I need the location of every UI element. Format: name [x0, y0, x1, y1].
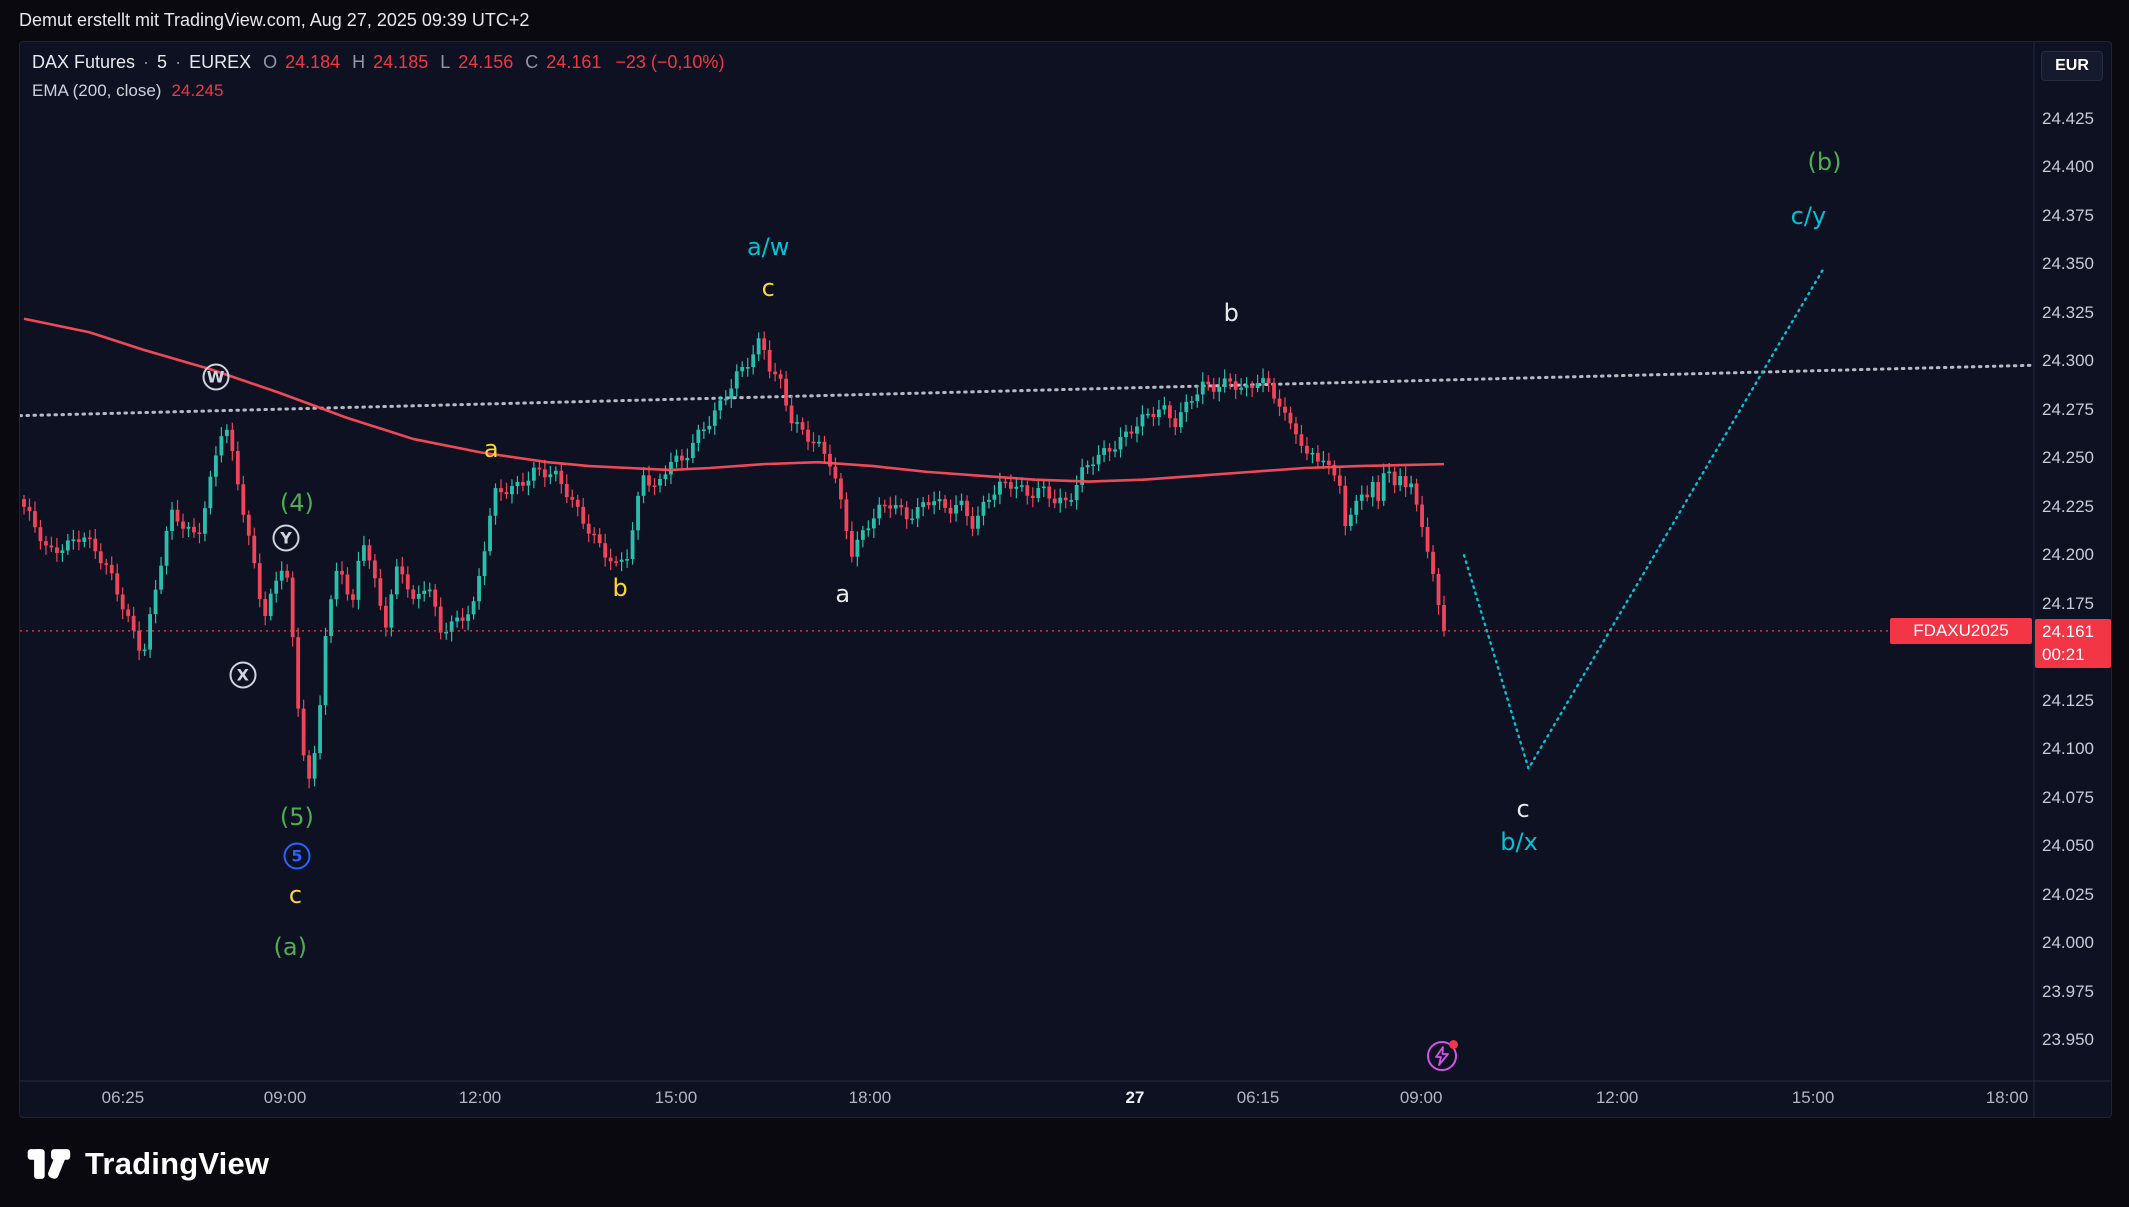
low-label: L	[440, 51, 451, 72]
wave-label[interactable]: (5)	[279, 803, 314, 832]
time-axis-label: 09:00	[1399, 1088, 1443, 1107]
time-axis-label: 12:00	[1595, 1088, 1639, 1107]
tradingview-logo-text: TradingView	[85, 1146, 270, 1181]
interval-value[interactable]: 5	[157, 51, 168, 72]
wave-label[interactable]: Y	[272, 524, 300, 552]
tradingview-logo-mark	[27, 1149, 71, 1179]
wave-label[interactable]: W	[202, 363, 230, 391]
wave-label[interactable]: a/w	[746, 232, 790, 261]
wave-label[interactable]: c	[288, 880, 303, 909]
wave-label[interactable]: b	[612, 574, 628, 603]
currency-button[interactable]: EUR	[2041, 51, 2103, 81]
chart-legend: DAX Futures · 5 · EUREX O 24.184 H 24.18…	[32, 48, 724, 104]
high-label: H	[352, 51, 366, 72]
wave-label[interactable]: c	[761, 273, 775, 302]
symbol-name[interactable]: DAX Futures	[32, 51, 136, 72]
indicator-name[interactable]: EMA (200, close)	[32, 81, 162, 100]
wave-label[interactable]: b	[1223, 298, 1239, 327]
time-axis-label: 15:00	[654, 1088, 698, 1107]
time-axis-label: 06:15	[1236, 1088, 1280, 1107]
wave-label[interactable]: (b)	[1807, 147, 1842, 176]
bar-countdown: 00:21	[2042, 644, 2085, 664]
wave-label[interactable]: X	[229, 661, 257, 689]
wave-label[interactable]: b/x	[1500, 828, 1538, 857]
time-axis-label: 06:25	[101, 1088, 145, 1107]
wave-label[interactable]: c/y	[1790, 201, 1827, 230]
separator: ·	[143, 51, 150, 72]
wave-label[interactable]: c	[1516, 795, 1530, 824]
open-value: 24.184	[285, 51, 341, 72]
time-axis-label: 18:00	[1985, 1088, 2029, 1107]
lightning-icon[interactable]	[1427, 1040, 1458, 1071]
tradingview-logo[interactable]: TradingView	[27, 1146, 269, 1182]
wave-label[interactable]: a	[483, 434, 499, 463]
wave-label[interactable]: (4)	[279, 488, 314, 517]
wave-label[interactable]: a	[835, 580, 851, 609]
time-axis[interactable]: 06:25 09:00 12:00 15:00 18:00 27 06:15 09:00 12:…	[20, 1081, 2111, 1117]
wave-label[interactable]: (a)	[273, 932, 307, 961]
symbol-price-tag: FDAXU2025	[1890, 617, 2032, 644]
time-axis-label: 09:00	[263, 1088, 307, 1107]
time-axis-label: 27	[1125, 1088, 1145, 1107]
symbol-row[interactable]: DAX Futures · 5 · EUREX O 24.184 H 24.18…	[32, 48, 724, 76]
watermark-text: Demut erstellt mit TradingView.com, Aug …	[19, 10, 530, 30]
last-price-value: 24.161	[2042, 621, 2094, 641]
time-axis-label: 18:00	[848, 1088, 892, 1107]
open-label: O	[263, 51, 278, 72]
low-value: 24.156	[458, 51, 514, 72]
time-axis-label: 15:00	[1791, 1088, 1835, 1107]
exchange-name: EUREX	[189, 51, 252, 72]
high-value: 24.185	[373, 51, 429, 72]
indicator-row[interactable]: EMA (200, close) 24.245	[32, 78, 724, 104]
separator: ·	[175, 51, 182, 72]
wave-label[interactable]: 5	[283, 842, 311, 870]
close-value: 24.161	[546, 51, 602, 72]
watermark-bar: Demut erstellt mit TradingView.com, Aug …	[0, 0, 2129, 41]
lightning-bolt-glyph	[1435, 1046, 1449, 1066]
last-price-axis-label: 24.161 00:21	[2035, 618, 2111, 668]
contract-name: FDAXU2025	[1913, 620, 2009, 640]
time-axis-label: 12:00	[458, 1088, 502, 1107]
footer: TradingView	[27, 1140, 269, 1188]
price-chart-canvas[interactable]	[20, 42, 2111, 1117]
chart-panel[interactable]: DAX Futures · 5 · EUREX O 24.184 H 24.18…	[19, 41, 2112, 1118]
indicator-value: 24.245	[171, 81, 224, 100]
change-value: −23 (−0,10%)	[615, 51, 725, 72]
close-label: C	[525, 51, 539, 72]
